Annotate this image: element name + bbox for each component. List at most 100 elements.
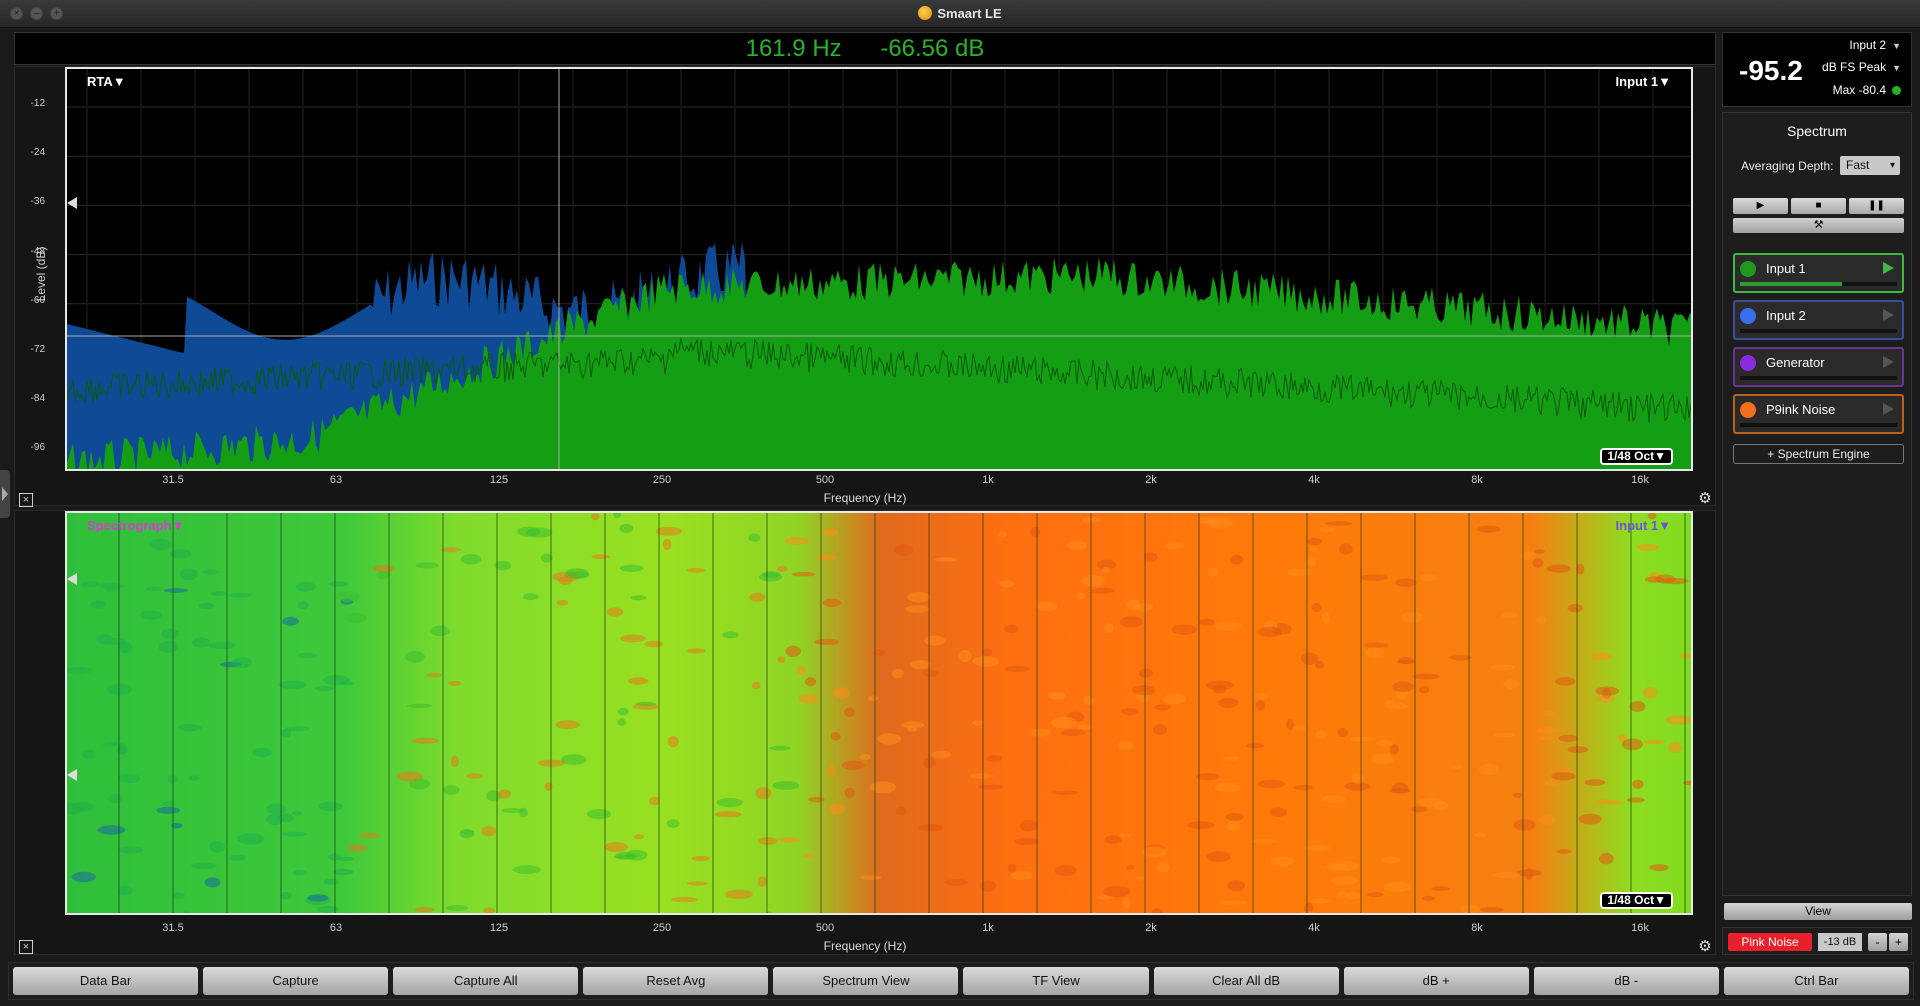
play-icon[interactable]: ▶ — [1733, 198, 1788, 214]
source-level-bar — [1740, 376, 1897, 380]
spectrograph-grid — [118, 513, 1686, 913]
rta-input-menu[interactable]: Input 1▼ — [1615, 74, 1671, 89]
x-tick-label: 2k — [1145, 474, 1157, 486]
db-button[interactable]: dB - — [1533, 967, 1719, 995]
rta-resolution-menu[interactable]: 1/48 Oct▼ — [1600, 448, 1673, 465]
source-generator[interactable]: Generator — [1733, 347, 1904, 387]
x-tick-label: 4k — [1308, 922, 1320, 934]
x-tick-label: 250 — [652, 922, 672, 934]
x-tick-label: 4k — [1308, 474, 1320, 486]
capture-button[interactable]: Capture — [203, 967, 389, 995]
control-title: Spectrum — [1787, 123, 1847, 139]
tf-view-button[interactable]: TF View — [963, 967, 1149, 995]
pink-noise-button[interactable]: Pink Noise — [1728, 933, 1812, 951]
level-meter: -95.2 Input 2 ▼ dB FS Peak ▼ Max -80.4 — [1722, 32, 1912, 107]
source-input-2[interactable]: Input 2 — [1733, 300, 1904, 340]
x-tick-label: 2k — [1145, 922, 1157, 934]
rta-green-trace — [67, 256, 1691, 469]
source-color-icon — [1740, 402, 1756, 418]
title-bar: × – + Smaart LE — [0, 0, 1920, 28]
y-tick-label: -48 — [30, 245, 45, 257]
app-logo-icon — [918, 6, 933, 20]
x-tick-label: 31.5 — [162, 922, 184, 934]
averaging-select[interactable]: Fast — [1840, 156, 1900, 175]
source-play-icon[interactable] — [1883, 356, 1894, 368]
readout-level: -66.56 dB — [880, 35, 985, 62]
y-tick-label: -24 — [30, 147, 45, 159]
averaging-label: Averaging Depth: — [1741, 159, 1834, 173]
ctrl-bar-button[interactable]: Ctrl Bar — [1723, 967, 1909, 995]
spectrograph-panel: Spectrograph▼ Input 1▼ 1/48 Oct▼ 31.5 63 1… — [14, 510, 1716, 955]
meter-value: -95.2 — [1739, 55, 1803, 86]
source-input-1[interactable]: Input 1 — [1733, 253, 1904, 293]
close-window-icon[interactable]: × — [10, 7, 23, 20]
window-title: Smaart LE — [0, 6, 1920, 21]
spectrograph-field — [67, 513, 1691, 913]
chevron-down-icon: ▼ — [1892, 63, 1901, 73]
spectrograph-lower-marker[interactable] — [67, 769, 77, 781]
noise-level-up-button[interactable]: + — [1889, 933, 1908, 951]
noise-level-down-button[interactable]: - — [1868, 933, 1887, 951]
rta-mode-menu[interactable]: RTA▼ — [87, 74, 126, 89]
chevron-down-icon: ▼ — [1892, 41, 1901, 51]
rta-level-marker[interactable] — [67, 197, 77, 209]
spectrograph-input-menu[interactable]: Input 1▼ — [1615, 518, 1671, 533]
control-panel: Spectrum Averaging Depth: Fast ▶ ■ ❚❚ ⚒ … — [1722, 112, 1912, 896]
spectrograph-resolution-menu[interactable]: 1/48 Oct▼ — [1600, 892, 1673, 909]
capture-all-button[interactable]: Capture All — [393, 967, 579, 995]
x-axis-title: Frequency (Hz) — [823, 939, 907, 953]
x-axis-title: Frequency (Hz) — [823, 491, 907, 505]
source-level-bar — [1740, 329, 1897, 333]
meter-input-menu[interactable]: Input 2 ▼ — [1849, 38, 1901, 52]
close-pane-icon[interactable]: × — [19, 940, 33, 954]
stop-icon[interactable]: ■ — [1791, 198, 1846, 214]
minimize-window-icon[interactable]: – — [30, 7, 43, 20]
view-button[interactable]: View — [1724, 903, 1912, 920]
source-play-icon[interactable] — [1883, 403, 1894, 415]
pause-icon[interactable]: ❚❚ — [1849, 198, 1904, 214]
spectrograph-texture — [67, 513, 1691, 913]
source-name: Generator — [1766, 355, 1825, 370]
reset-avg-button[interactable]: Reset Avg — [583, 967, 769, 995]
close-pane-icon[interactable]: × — [19, 493, 33, 507]
x-tick-label: 63 — [329, 474, 343, 486]
x-tick-label: 16k — [1631, 474, 1649, 486]
y-tick-label: -72 — [30, 344, 45, 355]
x-tick-label: 250 — [652, 474, 672, 486]
add-spectrum-engine-button[interactable]: + Spectrum Engine — [1733, 444, 1904, 464]
y-tick-label: -12 — [30, 98, 45, 109]
x-tick-label: 31.5 — [162, 474, 184, 486]
x-tick-label: 8k — [1471, 474, 1483, 486]
readout-frequency: 161.9 Hz — [745, 35, 842, 62]
x-tick-label: 16k — [1631, 922, 1649, 934]
spectrograph-upper-marker[interactable] — [67, 573, 77, 585]
source-play-icon[interactable] — [1883, 262, 1894, 274]
spectrum-view-button[interactable]: Spectrum View — [773, 967, 959, 995]
rta-graph — [67, 69, 1691, 469]
y-tick-label: -96 — [30, 442, 45, 454]
x-tick-label: 500 — [815, 474, 835, 486]
spectrograph-mode-menu[interactable]: Spectrograph▼ — [87, 518, 185, 533]
x-tick-label: 125 — [489, 922, 509, 934]
noise-level-field[interactable]: -13 dB — [1818, 933, 1862, 951]
rta-plot[interactable]: RTA▼ Input 1▼ 1/48 Oct▼ — [65, 67, 1693, 471]
gear-icon[interactable]: ⚙ — [1698, 490, 1712, 507]
data-bar-button[interactable]: Data Bar — [13, 967, 199, 995]
source-level-bar — [1740, 423, 1897, 427]
y-tick-label: -36 — [30, 196, 45, 208]
cursor-readout: 161.9 Hz -66.56 dB — [14, 32, 1716, 65]
x-tick-label: 1k — [982, 922, 994, 934]
spectrograph-plot[interactable]: Spectrograph▼ Input 1▼ 1/48 Oct▼ — [65, 511, 1693, 915]
source-color-icon — [1740, 308, 1756, 324]
clear-all-db-button[interactable]: Clear All dB — [1153, 967, 1339, 995]
source-play-icon[interactable] — [1883, 309, 1894, 321]
gear-icon[interactable]: ⚙ — [1698, 938, 1712, 955]
x-tick-label: 63 — [329, 922, 343, 934]
side-panel-toggle[interactable] — [0, 470, 10, 518]
source-p9ink-noise[interactable]: P9ink Noise — [1733, 394, 1904, 434]
db-button[interactable]: dB + — [1343, 967, 1529, 995]
meter-scale-menu[interactable]: dB FS Peak ▼ — [1822, 60, 1901, 74]
zoom-window-icon[interactable]: + — [50, 7, 63, 20]
tools-icon[interactable]: ⚒ — [1733, 218, 1904, 233]
y-tick-label: -84 — [30, 393, 45, 405]
